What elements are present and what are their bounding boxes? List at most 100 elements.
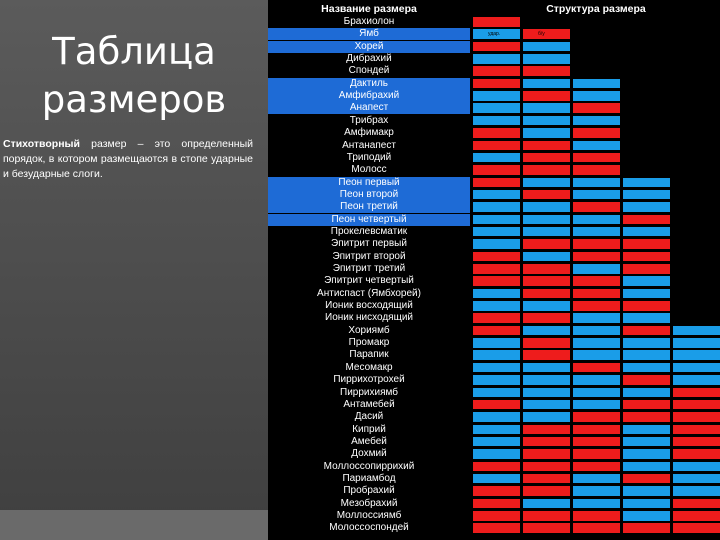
- table-row-name: Парапик: [349, 349, 389, 361]
- unstressed-syllable-cell: [572, 263, 621, 275]
- unstressed-syllable-cell: [672, 485, 720, 497]
- stressed-syllable-cell: [572, 287, 621, 300]
- title-panel: Таблица размеров Стихотворный размер – э…: [0, 0, 268, 540]
- table-row-name: Молосс: [351, 164, 387, 176]
- stressed-syllable-cell: [472, 312, 521, 324]
- stressed-syllable-cell: [472, 139, 521, 151]
- unstressed-syllable-cell: [572, 90, 621, 102]
- stressed-syllable-cell: [672, 435, 720, 448]
- unstressed-syllable-cell: [572, 398, 621, 411]
- table-row-name: Амебей: [351, 435, 387, 447]
- definition-body: определенный порядок, в котором размещаю…: [3, 138, 253, 180]
- stressed-syllable-cell: [622, 472, 671, 485]
- stressed-syllable-cell: [472, 250, 521, 263]
- unstressed-syllable-cell: [622, 435, 671, 448]
- table-row-name: Антамебей: [343, 398, 395, 410]
- unstressed-syllable-cell: [572, 114, 621, 127]
- stressed-syllable-cell: [472, 65, 521, 77]
- unstressed-syllable-cell: [572, 213, 621, 226]
- stressed-syllable-cell: [622, 250, 671, 263]
- stressed-syllable-cell: [472, 275, 521, 287]
- stressed-syllable-cell: [622, 263, 671, 275]
- unstressed-syllable-cell: [522, 102, 571, 114]
- unstressed-syllable-cell: [622, 337, 671, 349]
- table-row-name: Ионик восходящий: [325, 300, 413, 312]
- table-row-name: Пеон четвертый: [268, 213, 470, 226]
- stressed-syllable-cell: [672, 510, 720, 522]
- table-row-name: Амфибрахий: [268, 90, 470, 103]
- unstressed-syllable-cell: [622, 510, 671, 522]
- stressed-syllable-cell: [622, 398, 671, 411]
- table-row-name: Эпитрит третий: [332, 263, 406, 274]
- stressed-syllable-cell: [622, 522, 671, 534]
- unstressed-syllable-cell: [622, 349, 671, 361]
- stressed-syllable-cell: [522, 28, 571, 40]
- unstressed-syllable-cell: [522, 213, 571, 226]
- table-row-name: Ионик нисходящий: [325, 312, 413, 324]
- unstressed-syllable-cell: [572, 176, 621, 189]
- unstressed-syllable-cell: [472, 300, 521, 312]
- unstressed-syllable-cell: [472, 53, 521, 65]
- stressed-syllable-cell: [522, 448, 571, 460]
- unstressed-syllable-cell: [522, 386, 571, 398]
- unstressed-syllable-cell: [622, 497, 671, 510]
- table-row-name: Месомакр: [345, 361, 393, 373]
- table-row-name: Эпитрит первый: [331, 238, 407, 250]
- stressed-syllable-cell: [522, 485, 571, 497]
- stressed-syllable-cell: [472, 460, 521, 473]
- unstressed-syllable-cell: [472, 435, 521, 448]
- table-row-name: Моллоссопиррихий: [323, 460, 415, 472]
- unstressed-syllable-cell: [672, 472, 720, 485]
- unstressed-syllable-cell: [522, 77, 571, 90]
- unstressed-syllable-cell: [472, 472, 521, 485]
- stressed-syllable-cell: [472, 164, 521, 176]
- stressed-syllable-cell: [522, 65, 571, 77]
- slide-title: Таблица размеров: [0, 28, 268, 124]
- table-row-name: Дибрахий: [346, 53, 392, 65]
- stressed-syllable-cell: [522, 263, 571, 275]
- stressed-syllable-cell: [572, 102, 621, 114]
- stressed-syllable-cell: [472, 324, 521, 337]
- unstressed-syllable-cell: [672, 349, 720, 361]
- table-row-name: Молоссоспондей: [329, 522, 409, 534]
- unstressed-syllable-cell: [572, 324, 621, 337]
- stressed-syllable-cell: [522, 238, 571, 250]
- table-row-name: Ямб: [268, 28, 470, 41]
- stressed-syllable-cell: [472, 510, 521, 522]
- stressed-syllable-cell: [672, 522, 720, 534]
- table-row-name: Прокелевсматик: [330, 225, 408, 237]
- stressed-syllable-cell: [522, 522, 571, 534]
- stressed-syllable-cell: [472, 485, 521, 497]
- stressed-syllable-cell: [472, 263, 521, 275]
- table-row-name: Дасий: [354, 411, 384, 423]
- unstressed-syllable-cell: [672, 324, 720, 337]
- stressed-syllable-cell: [572, 435, 621, 448]
- unstressed-syllable-cell: [572, 374, 621, 386]
- unstressed-syllable-cell: [672, 361, 720, 374]
- definition-term-2: размер – это: [91, 138, 171, 150]
- unstressed-syllable-cell: [522, 411, 571, 423]
- unstressed-syllable-cell: [522, 324, 571, 337]
- unstressed-syllable-cell: [472, 213, 521, 226]
- table-row-name: Мезобрахий: [340, 497, 398, 509]
- stressed-syllable-cell: [522, 423, 571, 436]
- stressed-syllable-cell: [572, 201, 621, 213]
- table-row-name: Хориямб: [348, 324, 390, 336]
- unstressed-syllable-cell: [522, 398, 571, 411]
- stressed-syllable-cell: [672, 398, 720, 411]
- stressed-syllable-cell: [472, 127, 521, 139]
- slide-title-line1: Таблица: [52, 30, 216, 73]
- unstressed-syllable-cell: [572, 386, 621, 398]
- stressed-syllable-cell: [522, 472, 571, 485]
- unstressed-syllable-cell: [622, 448, 671, 460]
- unstressed-syllable-cell: [622, 312, 671, 324]
- unstressed-syllable-cell: [522, 300, 571, 312]
- cell-micro-label: удар.: [488, 31, 501, 38]
- unstressed-syllable-cell: [622, 485, 671, 497]
- table-row-name: Париамбод: [342, 472, 396, 484]
- stressed-syllable-cell: [522, 435, 571, 448]
- definition-term: Стихотворный: [3, 138, 80, 150]
- unstressed-syllable-cell: [522, 176, 571, 189]
- stressed-syllable-cell: [522, 287, 571, 300]
